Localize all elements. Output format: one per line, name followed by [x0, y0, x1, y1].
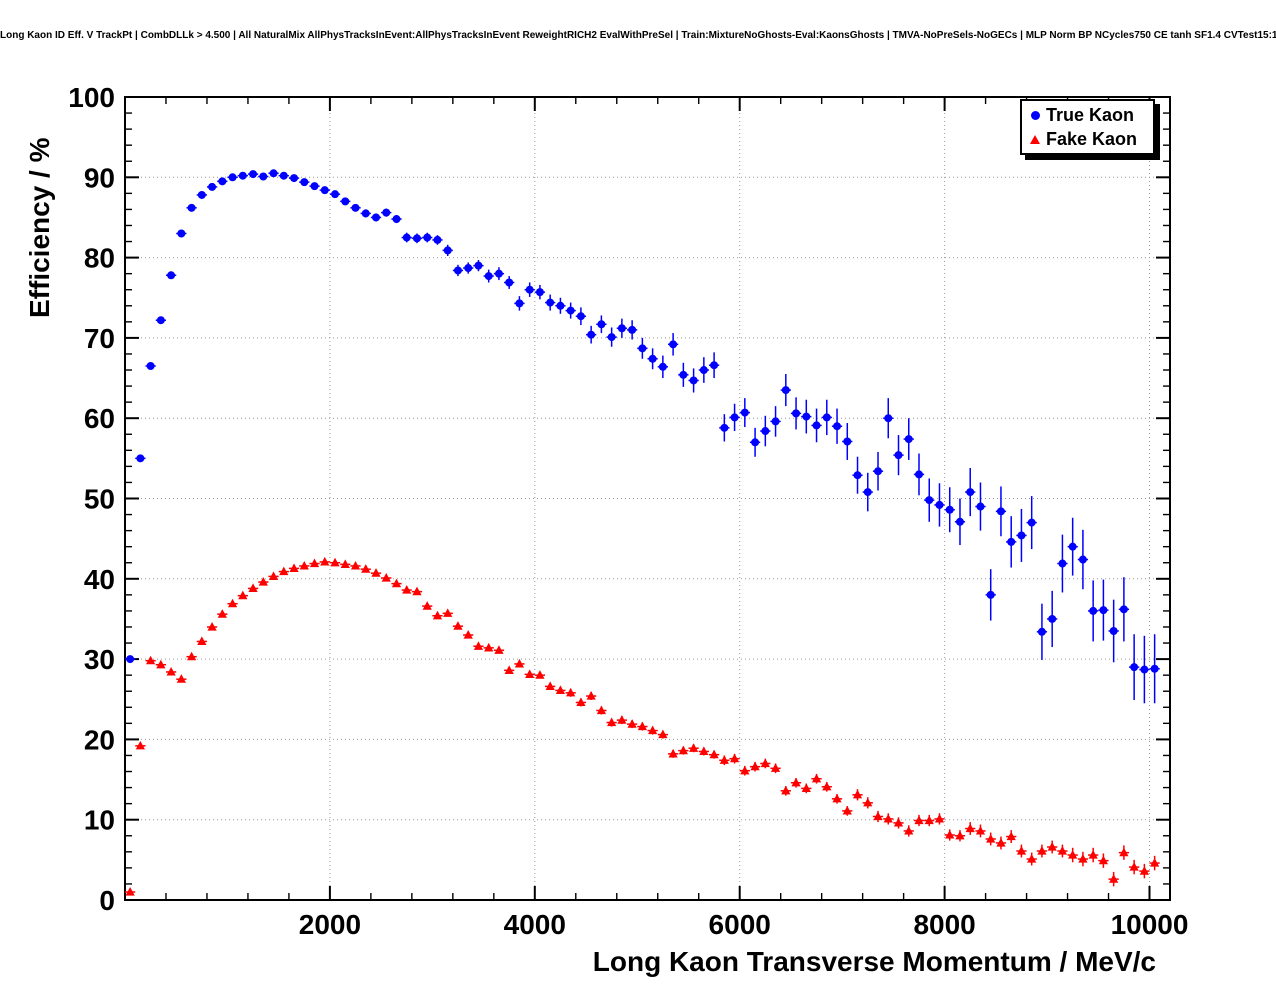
svg-text:2000: 2000	[299, 909, 361, 940]
svg-text:60: 60	[84, 403, 115, 434]
svg-text:70: 70	[84, 323, 115, 354]
svg-text:30: 30	[84, 644, 115, 675]
svg-text:0: 0	[99, 885, 115, 916]
legend-entry-fake-kaon: Fake Kaon	[1022, 127, 1153, 151]
svg-text:4000: 4000	[504, 909, 566, 940]
fake-kaon-marker-icon	[1028, 134, 1042, 144]
series-fake-kaon	[125, 556, 1160, 896]
svg-text:10000: 10000	[1111, 909, 1189, 940]
svg-text:80: 80	[84, 243, 115, 274]
grid-lines	[125, 97, 1170, 900]
true-kaon-marker-icon	[1028, 110, 1042, 120]
legend-label-true-kaon: True Kaon	[1046, 105, 1135, 125]
legend-label-fake-kaon: Fake Kaon	[1046, 129, 1138, 149]
plot-title: Long Kaon ID Eff. V TrackPt | CombDLLk >…	[0, 30, 1276, 41]
plot-frame	[124, 96, 1171, 901]
x-axis-label: Long Kaon Transverse Momentum / MeV/c	[592, 946, 1156, 977]
y-axis-label: Efficiency / %	[24, 137, 55, 318]
series-true-kaon	[125, 169, 1160, 704]
svg-text:8000: 8000	[913, 909, 975, 940]
svg-text:90: 90	[84, 162, 115, 193]
svg-text:6000: 6000	[709, 909, 771, 940]
svg-text:100: 100	[68, 82, 115, 113]
legend: True Kaon Fake Kaon	[1020, 99, 1155, 155]
svg-text:40: 40	[84, 564, 115, 595]
svg-text:20: 20	[84, 724, 115, 755]
tick-labels: 2000 4000 6000 8000 10000 0 10 20 30 40 50 60 70 80 90…	[68, 82, 1188, 940]
legend-entry-true-kaon: True Kaon	[1022, 103, 1153, 127]
svg-text:10: 10	[84, 805, 115, 836]
axis-ticks	[125, 96, 1170, 901]
svg-text:50: 50	[84, 484, 115, 515]
